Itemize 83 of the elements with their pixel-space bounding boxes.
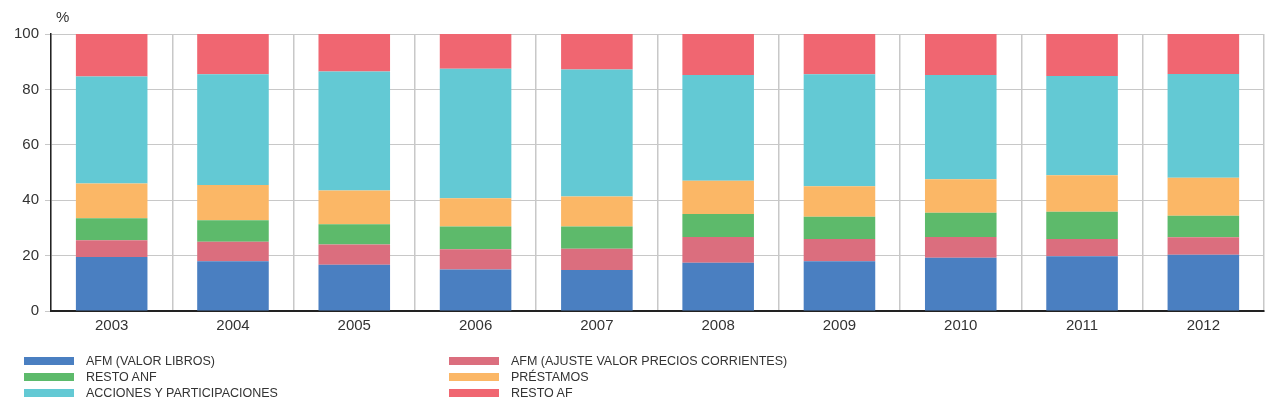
x-tick-label: 2005 — [337, 316, 371, 334]
bar — [561, 34, 633, 70]
legend-label: RESTO AF — [511, 385, 573, 401]
bar — [924, 257, 997, 311]
bar — [1167, 254, 1240, 311]
bar — [439, 226, 512, 250]
legend-label: RESTO ANF — [86, 369, 157, 385]
bar — [197, 241, 269, 262]
bar — [803, 74, 876, 187]
bar — [439, 269, 512, 311]
bar — [682, 75, 754, 181]
bar — [1046, 256, 1118, 311]
bar — [75, 76, 148, 184]
bar — [1046, 34, 1118, 77]
y-tick-label: 60 — [22, 134, 40, 152]
bar — [318, 224, 391, 245]
bar — [924, 34, 997, 75]
bar — [682, 34, 754, 75]
bar — [318, 34, 391, 72]
x-tick-label: 2006 — [458, 316, 493, 334]
bar — [682, 237, 754, 263]
bar — [1046, 211, 1118, 239]
bar — [439, 249, 512, 270]
bar — [1046, 175, 1118, 212]
legend-label: AFM (AJUSTE VALOR PRECIOS CORRIENTES) — [511, 353, 788, 369]
bar — [561, 196, 633, 227]
y-tick-label: 80 — [22, 79, 40, 97]
bar — [197, 261, 269, 311]
x-tick-label: 2004 — [216, 316, 250, 334]
x-tick-label: 2011 — [1065, 316, 1099, 334]
bar — [924, 212, 997, 238]
bar — [197, 34, 269, 75]
legend-label: PRÉSTAMOS — [511, 369, 589, 385]
y-tick-label: 20 — [22, 245, 40, 263]
bar — [75, 183, 148, 219]
bar — [561, 248, 633, 270]
bar — [75, 218, 148, 241]
y-tick-label: 40 — [22, 190, 40, 208]
y-axis-title: % — [56, 7, 70, 25]
bar — [803, 186, 876, 217]
bar — [803, 238, 876, 262]
bar — [561, 69, 633, 197]
bar — [1167, 177, 1240, 216]
x-tick-label: 2007 — [580, 316, 614, 334]
legend-label: ACCIONES Y PARTICIPACIONES — [86, 385, 278, 401]
bar — [682, 180, 754, 215]
bar — [318, 244, 391, 265]
bar — [197, 184, 269, 221]
bar — [318, 190, 391, 225]
bar — [197, 220, 269, 242]
bar — [439, 34, 512, 69]
bar — [439, 68, 512, 199]
x-tick-label: 2009 — [822, 316, 857, 334]
bar — [75, 240, 148, 257]
bar — [803, 261, 876, 311]
bar — [924, 237, 997, 258]
y-tick-label: 100 — [14, 24, 40, 42]
bar — [439, 198, 512, 227]
legend-label: AFM (VALOR LIBROS) — [86, 353, 215, 369]
x-tick-label: 2008 — [701, 316, 735, 334]
bar — [318, 71, 391, 191]
bar — [1167, 215, 1240, 238]
bar — [924, 75, 997, 180]
bar — [561, 226, 633, 249]
bar — [803, 34, 876, 75]
bar — [1167, 73, 1240, 178]
x-tick-label: 2012 — [1186, 316, 1221, 334]
bar — [1046, 76, 1118, 176]
bar — [318, 264, 391, 311]
x-tick-label: 2010 — [944, 316, 978, 334]
bar — [924, 179, 997, 213]
bar — [1046, 238, 1118, 257]
bar — [682, 262, 754, 311]
bar — [75, 34, 148, 77]
bar — [1167, 34, 1240, 74]
bar — [682, 214, 754, 238]
y-tick-label: 0 — [30, 301, 40, 319]
bar — [1167, 237, 1240, 255]
bar — [561, 270, 633, 311]
x-tick-label: 2003 — [94, 316, 129, 334]
bar — [75, 256, 148, 311]
bar — [197, 74, 269, 185]
bar — [803, 216, 876, 239]
